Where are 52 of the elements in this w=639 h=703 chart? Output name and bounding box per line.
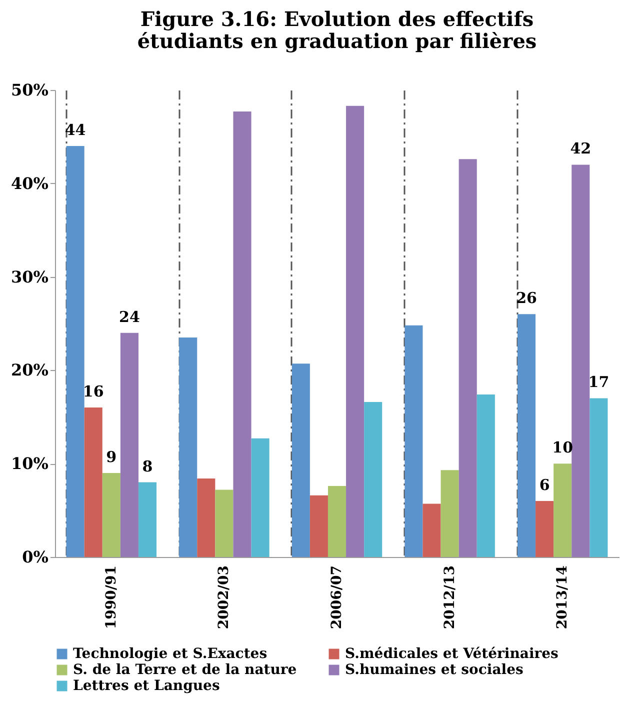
data-label: 6 [539,476,550,494]
data-label: 10 [552,438,574,457]
bar [440,470,459,557]
y-tick-label: 30% [11,267,48,286]
data-label: 17 [588,373,610,392]
bar [233,111,252,557]
y-tick-label: 10% [11,454,48,474]
legend-label: S. de la Terre et de la nature [73,662,297,678]
legend-label: Lettres et Langues [73,678,220,694]
bar [251,438,270,557]
bar [215,490,234,557]
legend-label: S.humaines et sociales [345,662,524,678]
y-tick-label: 0% [22,548,48,566]
bar [292,364,310,557]
bar [572,164,590,557]
legend-label: Technologie et S.Exactes [73,646,268,662]
bar [404,325,423,557]
data-label: 44 [64,121,86,140]
y-tick-label: 20% [11,360,48,380]
bar [476,394,495,557]
bar [346,106,364,557]
bar [536,500,554,557]
bar [590,398,608,557]
bar [138,482,157,557]
x-tick-label: 2012/13 [442,566,458,630]
bar [554,464,572,557]
bar [517,314,536,557]
bar [66,146,84,557]
bar [102,472,120,557]
bar [120,332,138,557]
bar [179,338,198,557]
data-label: 42 [570,140,592,158]
chart-title: Figure 3.16: Evolution des effectifs étudiants en graduation par filières [137,7,537,53]
data-label: 26 [516,289,537,308]
bar [422,504,441,557]
bar [328,486,346,557]
legend-label: S.médicales et Vétérinaires [345,646,559,662]
data-label: 9 [106,448,117,466]
x-tick-label: 2006/07 [329,566,345,630]
bar [364,402,382,557]
bar [84,408,102,557]
data-label: 24 [119,308,140,326]
y-tick-label: 50% [11,80,48,100]
bar [310,495,328,557]
bar [197,478,216,557]
bar [458,159,477,557]
x-tick-label: 2013/14 [554,565,571,630]
y-tick-label: 40% [11,174,48,193]
data-label: 16 [82,382,104,401]
x-tick-label: 1990/91 [103,566,120,630]
data-label: 8 [142,457,153,476]
x-tick-label: 2002/03 [216,566,232,630]
